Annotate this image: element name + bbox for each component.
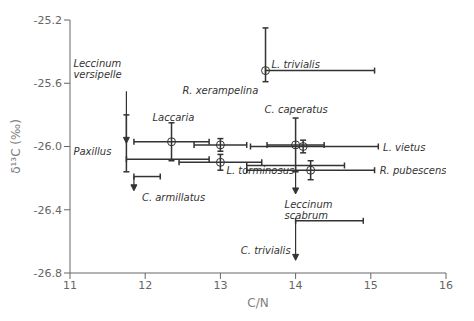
- svg-text:C. armillatus: C. armillatus: [142, 192, 205, 203]
- svg-text:C. trivialis: C. trivialis: [241, 245, 291, 256]
- svg-text:δ¹³C (‰): δ¹³C (‰): [9, 119, 23, 174]
- svg-text:-26.0: -26.0: [34, 140, 62, 153]
- svg-text:-26.8: -26.8: [34, 267, 62, 280]
- svg-text:-26.4: -26.4: [34, 204, 62, 217]
- svg-text:R. xerampelina: R. xerampelina: [182, 85, 258, 96]
- svg-text:14: 14: [289, 279, 303, 292]
- svg-text:-25.2: -25.2: [34, 14, 62, 27]
- svg-text:Leccinumversipelle: Leccinumversipelle: [73, 58, 121, 80]
- svg-text:L. trivialis: L. trivialis: [272, 59, 320, 70]
- svg-text:R. pubescens: R. pubescens: [380, 165, 446, 176]
- svg-text:-25.6: -25.6: [34, 77, 62, 90]
- svg-text:C/N: C/N: [247, 296, 268, 310]
- svg-text:L. vietus: L. vietus: [383, 141, 425, 152]
- svg-text:C. caperatus: C. caperatus: [265, 104, 328, 115]
- svg-text:15: 15: [364, 279, 378, 292]
- svg-text:13: 13: [213, 279, 227, 292]
- svg-text:11: 11: [63, 279, 77, 292]
- svg-text:Paxillus: Paxillus: [73, 146, 111, 157]
- svg-text:Laccaria: Laccaria: [153, 112, 195, 123]
- svg-text:12: 12: [138, 279, 152, 292]
- svg-text:Leccinumscabrum: Leccinumscabrum: [285, 200, 333, 222]
- svg-text:16: 16: [439, 279, 453, 292]
- svg-text:L. torminosus: L. torminosus: [226, 166, 294, 177]
